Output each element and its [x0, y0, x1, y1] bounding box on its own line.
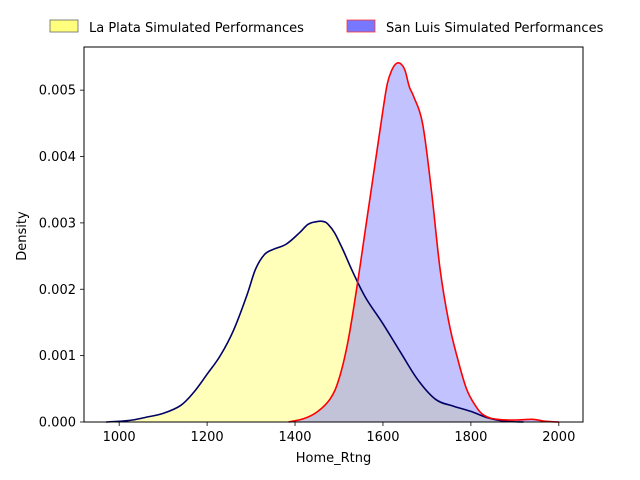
x-tick-label: 1800 [454, 430, 487, 445]
series-line-1 [288, 61, 559, 423]
y-tick-label: 0.005 [39, 84, 76, 99]
y-tick-label: 0.002 [39, 283, 76, 298]
y-axis: 0.000 0.001 0.002 0.003 0.004 0.005 [39, 84, 84, 431]
x-axis: 1000 1200 1400 1600 1800 2000 [103, 422, 575, 445]
x-axis-title: Home_Rtng [296, 451, 372, 466]
legend-swatch-san-luis [346, 19, 376, 33]
legend-label-la-plata: La Plata Simulated Performances [89, 21, 304, 36]
legend-swatch-la-plata [49, 19, 79, 33]
y-tick-label: 0.004 [39, 150, 76, 165]
series-line-0 [105, 220, 524, 423]
legend: La Plata Simulated Performances San Luis… [49, 19, 604, 36]
x-tick-label: 1200 [191, 430, 224, 445]
y-tick-label: 0.001 [39, 349, 76, 364]
x-tick-label: 1600 [366, 430, 399, 445]
plot-frame [83, 46, 584, 423]
y-tick-label: 0.000 [39, 416, 76, 431]
x-tick-label: 1000 [103, 430, 136, 445]
series-area-1 [288, 62, 559, 422]
x-tick-label: 2000 [542, 430, 575, 445]
y-axis-title: Density [15, 211, 30, 261]
series-area-0 [105, 221, 524, 422]
x-tick-label: 1400 [278, 430, 311, 445]
series-layer [105, 61, 559, 423]
y-tick-label: 0.003 [39, 216, 76, 231]
legend-label-san-luis: San Luis Simulated Performances [386, 21, 604, 36]
